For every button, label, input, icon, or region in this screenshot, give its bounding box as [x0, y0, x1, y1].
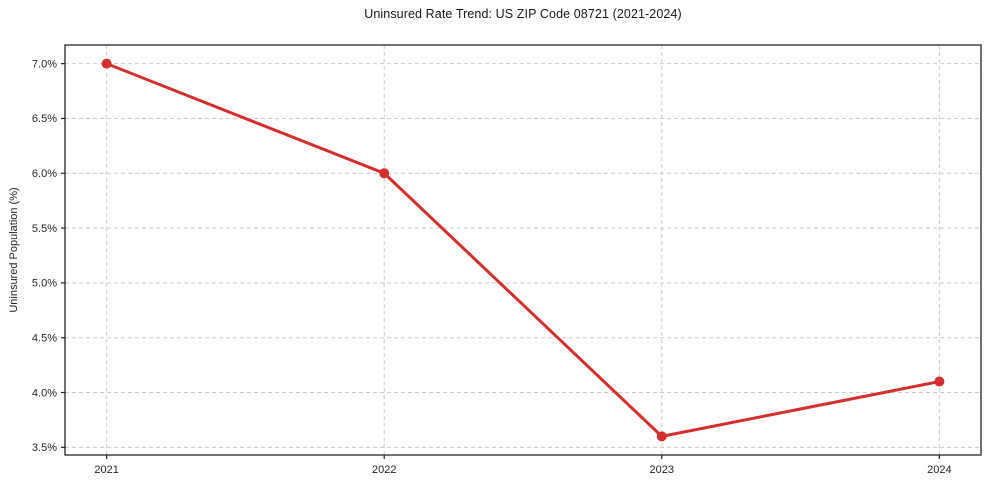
data-point-marker — [379, 168, 390, 179]
x-tick-label: 2024 — [927, 464, 951, 476]
data-point-marker — [656, 431, 667, 442]
data-point-marker — [101, 58, 112, 69]
data-point-marker — [934, 376, 945, 387]
y-tick-label: 4.5% — [32, 333, 57, 345]
y-tick-label: 7.0% — [32, 58, 57, 70]
series-line — [105, 62, 941, 438]
y-tick-label: 6.0% — [32, 168, 57, 180]
y-tick-label: 4.0% — [32, 387, 57, 399]
y-tick-label: 3.5% — [32, 442, 57, 454]
plot-border — [64, 44, 982, 456]
chart-title: Uninsured Rate Trend: US ZIP Code 08721 … — [364, 7, 682, 21]
y-tick-label: 5.0% — [32, 278, 57, 290]
y-tick-label: 5.5% — [32, 223, 57, 235]
x-tick-label: 2021 — [94, 464, 118, 476]
y-tick-label: 6.5% — [32, 113, 57, 125]
x-tick-label: 2023 — [650, 464, 674, 476]
x-tick-label: 2022 — [372, 464, 396, 476]
